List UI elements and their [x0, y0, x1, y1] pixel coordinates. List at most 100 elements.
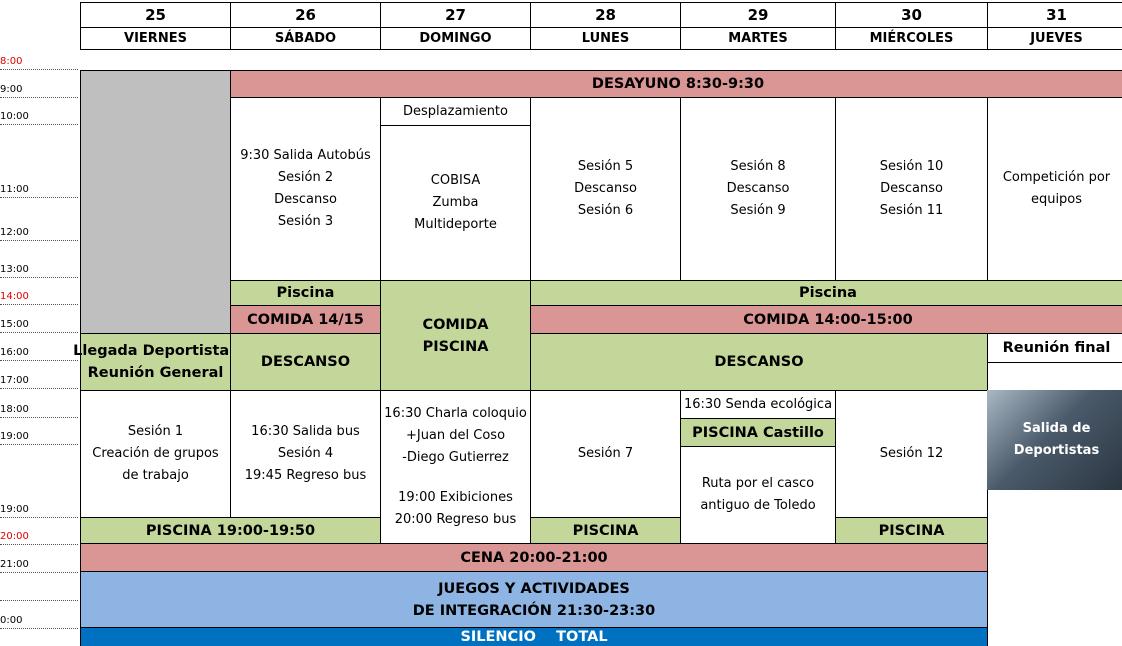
- time-text: 18:00: [0, 404, 46, 416]
- cell-line: 9:30 Salida Autobús: [240, 148, 371, 163]
- cell-line: Sesión 8: [730, 159, 786, 174]
- day-name: SÁBADO: [230, 27, 381, 50]
- cell-line: Sesión 11: [879, 203, 944, 218]
- day-name: LUNES: [530, 27, 681, 50]
- schedule-cell: 9:30 Salida Autobús Sesión 2 Descanso Sesió…: [230, 97, 381, 281]
- cell-line: PISCINA: [422, 338, 489, 355]
- day-name: DOMINGO: [380, 27, 531, 50]
- cell-line: Reunión General: [87, 365, 224, 381]
- schedule-cell: COBISA Zumba Multideporte: [380, 125, 531, 281]
- day-name: MARTES: [680, 27, 836, 50]
- day-number: 25: [80, 2, 231, 28]
- time-text: 17:00: [0, 375, 46, 387]
- schedule-cell: JUEGOS Y ACTIVIDADES DE INTEGRACIÓN 21:30…: [80, 571, 988, 628]
- cell-line: Desplazamiento: [403, 103, 508, 119]
- cell-line: equipos: [1030, 192, 1083, 207]
- schedule-cell: Sesión 7: [530, 390, 681, 518]
- cell-line: Descanso: [274, 192, 337, 207]
- schedule-cell: Desplazamiento: [380, 97, 531, 126]
- cell-line: 20:00 Regreso bus: [394, 512, 517, 527]
- schedule-cell: CENA 20:00-21:00: [80, 543, 988, 572]
- time-text: 0:00: [0, 615, 46, 627]
- time-text: 15:00: [0, 319, 46, 331]
- schedule-cell: PISCINA Castillo: [680, 418, 836, 447]
- cell-line: JUEGOS Y ACTIVIDADES: [438, 580, 630, 597]
- schedule-cell: Sesión 5 Descanso Sesión 6: [530, 97, 681, 281]
- cell-line: Sesión 7: [577, 446, 634, 461]
- time-label: 12:00: [0, 227, 78, 241]
- time-label: 0:00: [0, 615, 78, 629]
- cell-line: Sesión 12: [879, 446, 944, 461]
- schedule-cell: COMIDA 14/15: [230, 305, 381, 334]
- schedule-cell: Reunión final: [987, 333, 1122, 363]
- cell-line: PISCINA: [878, 522, 945, 539]
- schedule-cell: Sesión 10 Descanso Sesión 11: [835, 97, 988, 281]
- cell-line: Sesión 10: [879, 159, 944, 174]
- time-rule: [0, 587, 78, 601]
- day-number: 28: [530, 2, 681, 28]
- schedule-cell: 16:30 Senda ecológica: [680, 390, 836, 419]
- cell-line: +Juan del Coso: [405, 428, 506, 443]
- cell-line: CENA 20:00-21:00: [460, 549, 608, 566]
- time-text: 11:00: [0, 184, 46, 196]
- cell-line: Sesión 1: [127, 424, 184, 439]
- schedule-cell: Sesión 12: [835, 390, 988, 518]
- time-text: 20:00: [0, 531, 46, 543]
- time-text: 19:00: [0, 431, 46, 443]
- cell-line: Sesión 6: [577, 203, 634, 218]
- time-label: 21:00: [0, 559, 78, 573]
- schedule-cell: PISCINA: [835, 517, 988, 544]
- cell-line: Deportistas: [1013, 443, 1100, 458]
- cell-line: Reunión final: [1002, 340, 1111, 356]
- cell-line: antiguo de Toledo: [700, 498, 816, 513]
- schedule-cell: 16:30 Salida bus Sesión 4 19:45 Regreso bu…: [230, 390, 381, 518]
- time-label: 18:00: [0, 404, 78, 418]
- time-text: 12:00: [0, 227, 46, 239]
- cell-line: COMIDA: [422, 316, 489, 333]
- day-number: 31: [987, 2, 1122, 28]
- cell-line: Competición por: [1002, 170, 1111, 185]
- cell-line: -Diego Gutierrez: [402, 450, 509, 465]
- cell-line: Sesión 4: [277, 446, 334, 461]
- schedule-cell: COMIDA PISCINA: [380, 280, 531, 391]
- cell-line: Salida de: [1022, 421, 1091, 436]
- day-number: 26: [230, 2, 381, 28]
- day-number: 27: [380, 2, 531, 28]
- time-label: 14:00: [0, 291, 78, 305]
- schedule-cell: Llegada Deportistas Reunión General: [73, 333, 238, 391]
- schedule-cell: Salida de Deportistas: [987, 390, 1122, 490]
- time-text: 10:00: [0, 111, 46, 123]
- cell-line: COBISA: [430, 173, 481, 188]
- cell-line: Sesión 5: [577, 159, 634, 174]
- cell-line: COMIDA 14:00-15:00: [743, 311, 913, 328]
- schedule-cell: Piscina: [230, 280, 381, 306]
- time-text: 14:00: [0, 291, 46, 303]
- cell-line: Multideporte: [414, 217, 497, 232]
- schedule-cell: Sesión 8 Descanso Sesión 9: [680, 97, 836, 281]
- cell-line: Zumba: [432, 195, 479, 210]
- cell-line: 19:00 Exibiciones: [398, 490, 513, 505]
- day-number: 30: [835, 2, 988, 28]
- time-label: 17:00: [0, 375, 78, 389]
- schedule-cell: Piscina: [530, 280, 1122, 306]
- cell-line: Descanso: [574, 181, 637, 196]
- schedule-cell: DESAYUNO 8:30-9:30: [230, 70, 1122, 98]
- time-text: 8:00: [0, 56, 46, 68]
- cell-line: DE INTEGRACIÓN 21:30-23:30: [412, 602, 656, 619]
- time-label: 19:00: [0, 431, 78, 445]
- schedule-cell: COMIDA 14:00-15:00: [530, 305, 1122, 334]
- cell-line: Sesión 2: [277, 170, 334, 185]
- time-text: 19:00: [0, 504, 46, 516]
- cell-line: 19:45 Regreso bus: [244, 468, 367, 483]
- cell-line: Piscina: [276, 285, 335, 301]
- cell-line: Sesión 3: [277, 214, 334, 229]
- time-text: 21:00: [0, 559, 46, 571]
- cell-line: 16:30 Charla coloquio: [384, 406, 527, 421]
- schedule-cell: Sesión 1 Creación de grupos de trabajo: [80, 390, 231, 518]
- time-text: 13:00: [0, 264, 46, 276]
- time-label: 15:00: [0, 319, 78, 333]
- time-label: 9:00: [0, 84, 78, 98]
- cell-line: PISCINA Castillo: [692, 424, 824, 441]
- time-label: 8:00: [0, 56, 78, 70]
